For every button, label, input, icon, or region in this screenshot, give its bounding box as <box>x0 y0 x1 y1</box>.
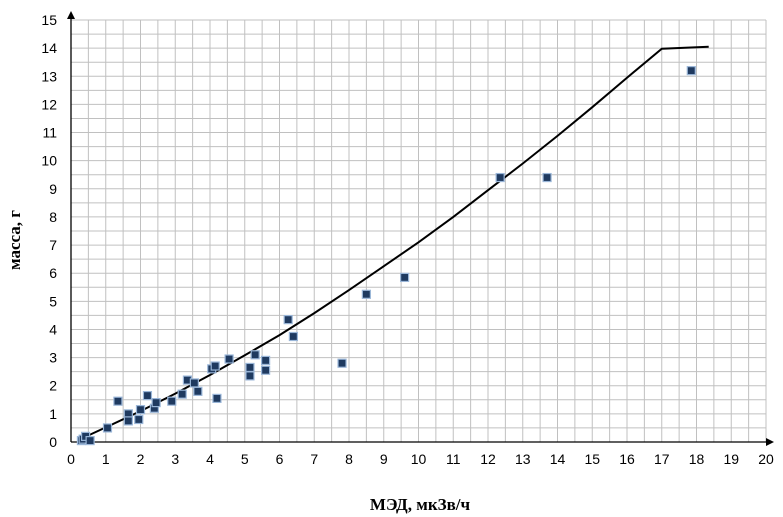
y-tick-label: 3 <box>49 350 57 366</box>
data-point <box>224 354 234 364</box>
y-tick-label: 8 <box>49 209 57 225</box>
data-point <box>542 172 552 183</box>
x-tick-label: 14 <box>550 451 566 467</box>
x-tick-label: 1 <box>102 451 110 467</box>
x-tick-label: 5 <box>241 451 249 467</box>
data-point <box>123 416 133 426</box>
data-point <box>245 362 255 373</box>
y-tick-label: 10 <box>41 153 57 169</box>
y-tick-label: 0 <box>49 434 57 450</box>
data-point <box>212 393 222 403</box>
data-point <box>261 365 271 375</box>
data-point <box>261 355 271 366</box>
x-tick-label: 4 <box>206 451 214 467</box>
y-tick-label: 1 <box>49 406 57 422</box>
x-axis-arrow <box>766 438 774 446</box>
x-tick-label: 12 <box>480 451 496 467</box>
data-point <box>177 389 187 399</box>
x-tick-label: 19 <box>723 451 739 467</box>
data-point <box>250 350 260 360</box>
x-tick-label: 10 <box>411 451 427 467</box>
grid <box>71 19 767 442</box>
x-tick-label: 16 <box>619 451 635 467</box>
x-tick-label: 20 <box>758 451 774 467</box>
y-tick-label: 12 <box>41 96 57 112</box>
x-tick-label: 8 <box>345 451 353 467</box>
data-point <box>337 358 347 368</box>
x-tick-label: 15 <box>584 451 600 467</box>
x-tick-label: 13 <box>515 451 531 467</box>
y-tick-label: 5 <box>49 293 57 309</box>
trendline <box>80 45 709 440</box>
y-tick-label: 7 <box>49 237 57 253</box>
x-tick-label: 2 <box>137 451 145 467</box>
data-point <box>495 172 505 183</box>
data-point <box>193 386 203 396</box>
data-point <box>113 396 123 406</box>
y-tick-label: 13 <box>41 68 57 84</box>
y-tick-label: 14 <box>41 40 57 56</box>
y-tick-label: 4 <box>49 321 57 337</box>
data-point <box>85 435 95 446</box>
data-point <box>102 423 113 433</box>
data-point <box>151 398 161 408</box>
x-axis-label: МЭД, мкЗв/ч <box>370 495 471 514</box>
data-point <box>134 414 144 425</box>
x-tick-label: 0 <box>67 451 75 467</box>
y-tick-label: 2 <box>49 378 57 394</box>
data-point <box>135 405 146 415</box>
data-point <box>189 378 199 388</box>
y-tick-label: 6 <box>49 265 57 281</box>
data-point <box>283 315 293 325</box>
data-point <box>361 289 371 299</box>
data-point <box>400 272 410 283</box>
data-point <box>167 396 177 406</box>
data-point <box>288 331 298 342</box>
x-tick-label: 7 <box>310 451 318 467</box>
data-point <box>686 66 696 76</box>
y-tick-label: 11 <box>42 125 57 141</box>
data-points <box>76 66 696 446</box>
trendline-path <box>80 45 709 440</box>
x-tick-label: 3 <box>171 451 179 467</box>
x-tick-label: 17 <box>654 451 670 467</box>
x-tick-label: 18 <box>689 451 705 467</box>
data-point <box>245 371 255 381</box>
y-axis-arrow <box>67 11 75 19</box>
x-tick-label: 6 <box>276 451 284 467</box>
axes <box>67 11 774 446</box>
y-tick-label: 15 <box>41 12 57 28</box>
data-point <box>142 390 153 401</box>
x-tick-label: 9 <box>380 451 388 467</box>
y-tick-label: 9 <box>49 181 57 197</box>
data-point <box>210 361 220 371</box>
x-tick-labels: 0 1 2 3 4 5 6 7 8 9 10 11 12 13 14 15 16 17 18 19 20 <box>67 451 774 467</box>
y-axis-label: масса, г <box>5 210 24 270</box>
x-tick-label: 11 <box>446 451 461 467</box>
